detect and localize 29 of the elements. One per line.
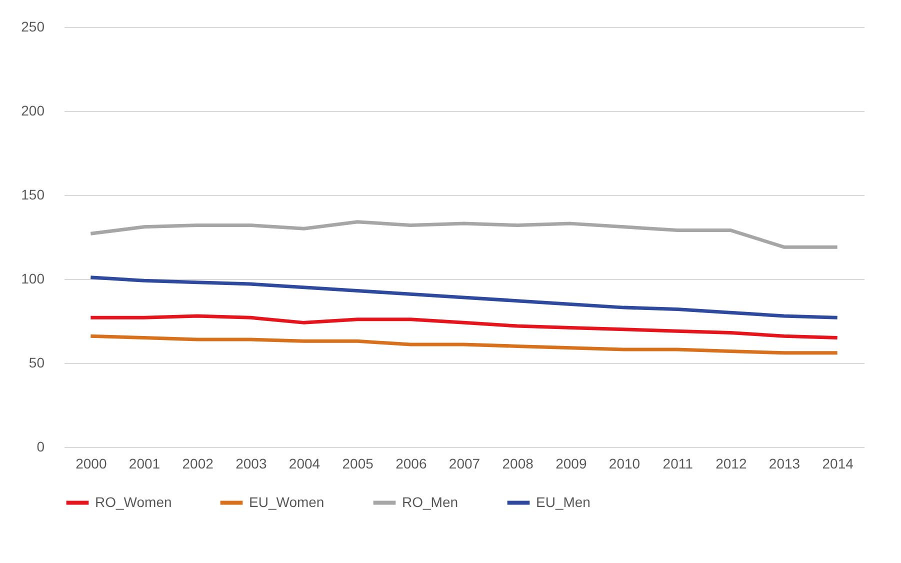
y-tick-label: 50 <box>28 354 45 370</box>
x-tick-label: 2014 <box>822 456 854 472</box>
x-tick-label: 2002 <box>182 456 214 472</box>
x-tick-label: 2003 <box>236 456 267 472</box>
legend-label: EU_Men <box>536 494 590 510</box>
x-tick-label: 2009 <box>556 456 587 472</box>
line-series <box>88 314 840 340</box>
y-tick-label: 0 <box>36 438 45 454</box>
x-tick-label: 2010 <box>608 456 640 472</box>
line-series <box>88 220 840 249</box>
legend-label: EU_Women <box>249 494 324 510</box>
legend-label: RO_Women <box>95 494 172 510</box>
y-tick-label: 200 <box>21 102 45 118</box>
x-tick-label: 2006 <box>396 456 427 472</box>
y-tick-label: 150 <box>21 186 45 202</box>
x-tick-label: 2004 <box>288 456 320 472</box>
legend-label: RO_Men <box>402 494 458 510</box>
x-tick-label: 2007 <box>448 456 480 472</box>
x-tick-label: 2011 <box>662 456 694 472</box>
line-series <box>88 334 840 355</box>
x-tick-label: 2008 <box>502 456 534 472</box>
y-tick-label: 250 <box>21 18 45 34</box>
x-tick-label: 2001 <box>128 456 160 472</box>
x-tick-label: 2000 <box>76 456 107 472</box>
y-tick-label: 100 <box>21 270 45 286</box>
x-tick-label: 2005 <box>342 456 374 472</box>
line-series <box>88 276 840 320</box>
x-tick-label: 2013 <box>768 456 800 472</box>
x-tick-label: 2012 <box>716 456 747 472</box>
